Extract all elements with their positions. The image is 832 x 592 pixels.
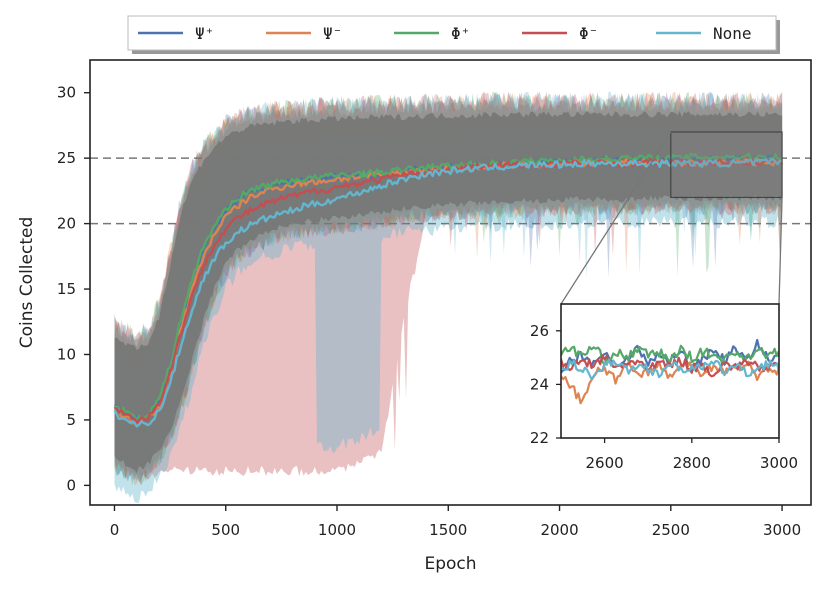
inset-series-group	[561, 338, 779, 405]
inset-y-tick-label: 24	[530, 375, 549, 393]
inset-series-line-2	[561, 344, 779, 366]
legend-label: Ψ⁻	[323, 24, 342, 43]
legend-label: Φ⁻	[579, 24, 598, 43]
inset-y-tick-label: 26	[530, 322, 549, 340]
legend-label: Ψ⁺	[195, 24, 214, 43]
y-tick-label: 25	[57, 149, 76, 167]
inset-frame	[560, 303, 780, 439]
inset-background	[561, 304, 779, 438]
inset-x-tick-label: 2600	[586, 454, 624, 472]
inset-series-line-3	[561, 354, 779, 378]
legend-label: Φ⁺	[451, 24, 470, 43]
x-tick-label: 2000	[540, 521, 578, 539]
y-tick-label: 30	[57, 84, 76, 102]
x-tick-label: 3000	[763, 521, 801, 539]
band-overlap	[114, 111, 783, 474]
y-axis-label: Coins Collected	[17, 217, 37, 348]
inset-x-tick-label: 3000	[760, 454, 798, 472]
inset-connector-left	[560, 131, 672, 305]
zoom-region	[670, 131, 783, 199]
x-axis-label: Epoch	[424, 554, 476, 574]
inset-y-tick-label: 22	[530, 429, 549, 447]
plot-frame	[89, 59, 812, 506]
inset-x-tick-label: 2800	[673, 454, 711, 472]
y-tick-label: 0	[66, 476, 76, 494]
y-tick-label: 15	[57, 280, 76, 298]
x-tick-label: 2500	[652, 521, 690, 539]
x-tick-label: 500	[211, 521, 240, 539]
x-tick-label: 0	[110, 521, 120, 539]
inset-series-line-4	[561, 358, 779, 381]
y-tick-label: 5	[66, 411, 76, 429]
legend: Ψ⁺ Ψ⁻ Φ⁺ Φ⁻ None	[127, 15, 777, 51]
legend-label: None	[713, 24, 752, 43]
inset-series-line-1	[561, 360, 779, 405]
y-tick-label: 20	[57, 215, 76, 233]
y-tick-label: 10	[57, 345, 76, 363]
x-tick-label: 1000	[318, 521, 356, 539]
x-tick-label: 1500	[429, 521, 467, 539]
inset-connector-right	[778, 197, 783, 305]
